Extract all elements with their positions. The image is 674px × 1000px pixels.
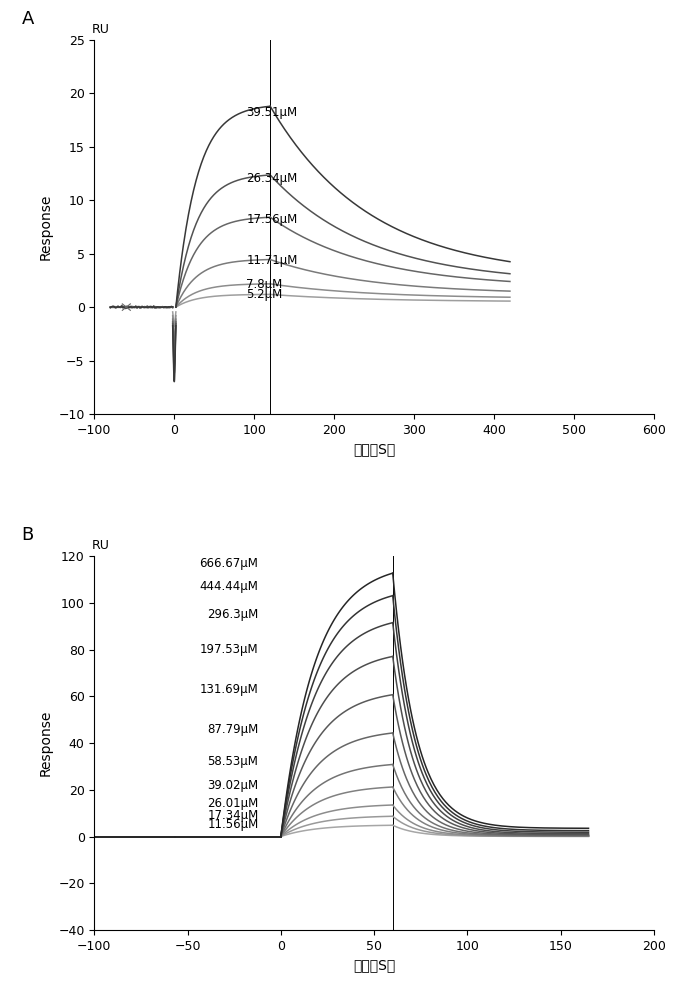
Text: 197.53μM: 197.53μM <box>200 643 258 656</box>
Text: 666.67μM: 666.67μM <box>200 557 258 570</box>
X-axis label: 时间（S）: 时间（S） <box>353 958 395 972</box>
Text: 444.44μM: 444.44μM <box>200 580 258 593</box>
Text: 58.53μM: 58.53μM <box>208 755 258 768</box>
Text: 11.71μM: 11.71μM <box>246 254 298 267</box>
Text: 26.01μM: 26.01μM <box>207 797 258 810</box>
Text: 131.69μM: 131.69μM <box>200 683 258 696</box>
Text: A: A <box>22 10 34 28</box>
Text: 17.56μM: 17.56μM <box>246 213 297 226</box>
Text: 87.79μM: 87.79μM <box>207 723 258 736</box>
Y-axis label: Response: Response <box>38 710 53 776</box>
Text: RU: RU <box>92 23 109 36</box>
Text: 26.34μM: 26.34μM <box>246 172 297 185</box>
Text: 39.51μM: 39.51μM <box>246 106 297 119</box>
Text: B: B <box>22 526 34 544</box>
Text: 39.02μM: 39.02μM <box>208 779 258 792</box>
Y-axis label: Response: Response <box>38 194 53 260</box>
Text: 5.2μM: 5.2μM <box>246 288 282 301</box>
Text: 296.3μM: 296.3μM <box>207 608 258 621</box>
Text: 17.34μM: 17.34μM <box>207 809 258 822</box>
Text: 7.8μM: 7.8μM <box>246 278 282 291</box>
X-axis label: 时间（S）: 时间（S） <box>353 442 395 456</box>
Text: RU: RU <box>92 539 109 552</box>
Text: 11.56μM: 11.56μM <box>207 818 258 831</box>
